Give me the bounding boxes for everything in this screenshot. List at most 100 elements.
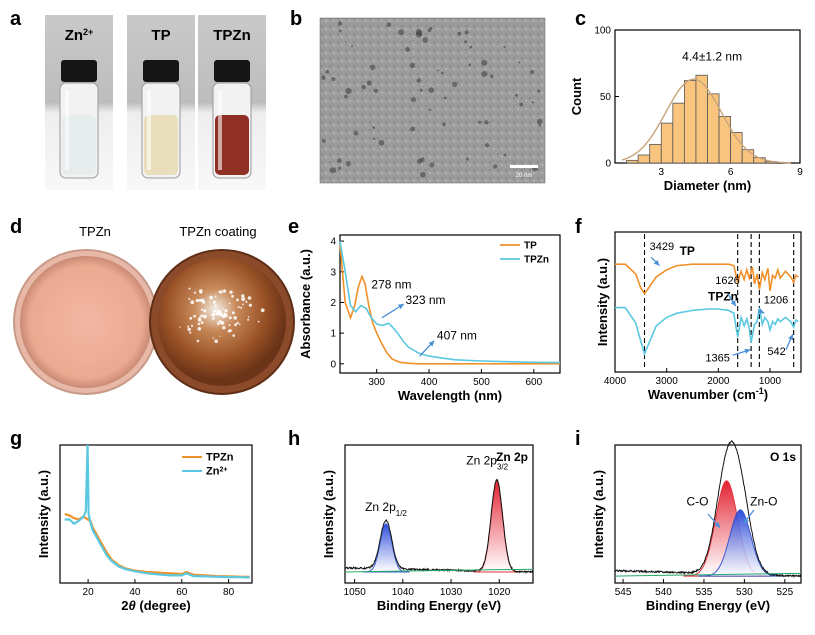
coating-speckle	[211, 312, 216, 317]
plot-frame	[614, 444, 802, 584]
dish-title-tpzn: TPZn	[79, 224, 111, 239]
coating-speckle	[214, 295, 217, 298]
x-tick-label: 80	[223, 587, 235, 598]
coating-speckle	[236, 298, 239, 302]
nanoparticle	[338, 166, 341, 170]
histogram-bar	[741, 149, 755, 164]
coating-speckle	[241, 294, 245, 298]
x-tick-label: 400	[421, 377, 438, 388]
histogram-bar	[672, 102, 685, 164]
nanoparticle	[420, 171, 426, 178]
x-tick-label: 530	[736, 587, 753, 598]
spectrum-title: Zn 2p	[496, 450, 528, 464]
coating-speckle	[222, 308, 224, 310]
uv-series-tp	[339, 244, 560, 365]
coating-speckle	[216, 312, 220, 316]
vial-label-base: Zn	[65, 27, 83, 44]
coating-speckle	[216, 321, 219, 323]
x-tick-label: 60	[176, 587, 188, 598]
nanoparticle	[464, 30, 469, 35]
coating-speckle	[228, 302, 231, 305]
annotation-arrowhead	[744, 348, 751, 354]
x-tick-label: 545	[615, 587, 632, 598]
annotation-arrowhead	[714, 522, 721, 528]
coating-speckle	[242, 303, 244, 306]
nanoparticle	[337, 158, 342, 163]
x-axis-label-end: )	[764, 387, 768, 402]
peak-annotation: 323 nm	[405, 293, 445, 307]
nanoparticle	[481, 59, 488, 66]
series-label-tp: TP	[680, 244, 695, 258]
peak-annotation: 1365	[705, 353, 729, 365]
vial-label-base: TPZn	[213, 27, 251, 44]
coating-speckle	[247, 296, 252, 300]
coating-speckle	[247, 318, 250, 321]
vial-cap	[61, 60, 97, 82]
y-axis-label: Absorbance (a.u.)	[298, 249, 313, 359]
nanoparticle	[428, 108, 432, 111]
x-tick-label: 1030	[440, 587, 463, 598]
coating-speckle	[218, 291, 220, 293]
coating-speckle	[237, 306, 240, 309]
x-tick-label: 500	[473, 377, 490, 388]
coating-speckle	[222, 289, 227, 293]
ftir-series-tpzn	[615, 306, 799, 357]
background-line	[614, 572, 802, 577]
coating-speckle	[203, 309, 207, 313]
vial-cap	[143, 60, 179, 82]
histogram-bar	[649, 143, 662, 164]
spectrum-title: O 1s	[770, 450, 796, 464]
coating-speckle	[187, 327, 191, 332]
peak-annotation: 1206	[764, 294, 788, 306]
coating-speckle	[233, 316, 237, 320]
annotation-arrowhead	[758, 308, 765, 314]
nanoparticle	[537, 118, 543, 125]
peak-label-base: Zn 2p	[365, 500, 396, 514]
nanoparticle	[469, 45, 473, 49]
nanoparticle	[538, 124, 542, 127]
coating-speckle	[188, 287, 191, 290]
coating-speckle	[234, 323, 238, 327]
x-tick-label: 20	[83, 587, 95, 598]
coating-speckle	[200, 314, 204, 318]
nanoparticle	[405, 47, 410, 52]
coating-speckle	[193, 314, 197, 318]
y-tick-label: 0	[605, 159, 611, 170]
series-label-tpzn: TPZn	[708, 290, 738, 304]
nanoparticle	[331, 77, 336, 81]
xps-o1s-chart: 545 540 535 530 525 Binding Energy (eV) Intens…	[591, 440, 802, 613]
coating-speckle	[190, 324, 194, 327]
x-axis-label-rest: (degree)	[136, 598, 191, 613]
peak-label: Zn 2p3/2	[466, 453, 508, 471]
nanoparticle	[518, 61, 521, 64]
annotation-arrowhead	[730, 300, 736, 307]
coating-speckle	[219, 290, 223, 294]
coating-speckle	[236, 321, 239, 325]
nanoparticle	[329, 167, 337, 174]
nanoparticle	[344, 94, 348, 99]
nanoparticle	[443, 96, 447, 100]
panel-label-e: e	[288, 216, 299, 238]
coating-speckle	[222, 326, 226, 330]
nanoparticle	[532, 101, 535, 104]
nanoparticle	[361, 84, 366, 90]
dish-title-coating: TPZn coating	[179, 224, 256, 239]
coating-speckle	[212, 337, 215, 339]
nanoparticle	[351, 45, 354, 48]
coating-speckle	[260, 308, 265, 313]
nanoparticle	[484, 120, 489, 125]
histogram-chart: 3 6 9 0 50 100 Diameter (nm) Count 4.4±1.2 nm	[569, 26, 803, 194]
nanoparticle	[325, 70, 330, 74]
y-tick-label: 2	[330, 298, 336, 309]
x-axis-label: Binding Energy (eV)	[646, 598, 770, 613]
x-tick-label: 3000	[656, 376, 679, 387]
vial-liquid	[215, 115, 249, 175]
y-tick-label: 0	[330, 359, 336, 370]
nanoparticle	[429, 162, 435, 168]
nanoparticle	[415, 28, 422, 36]
nanoparticle	[345, 88, 352, 95]
coating-speckle	[197, 317, 202, 322]
nanoparticle	[378, 139, 385, 146]
nanoparticle	[452, 81, 458, 88]
nanoparticle	[411, 97, 416, 103]
